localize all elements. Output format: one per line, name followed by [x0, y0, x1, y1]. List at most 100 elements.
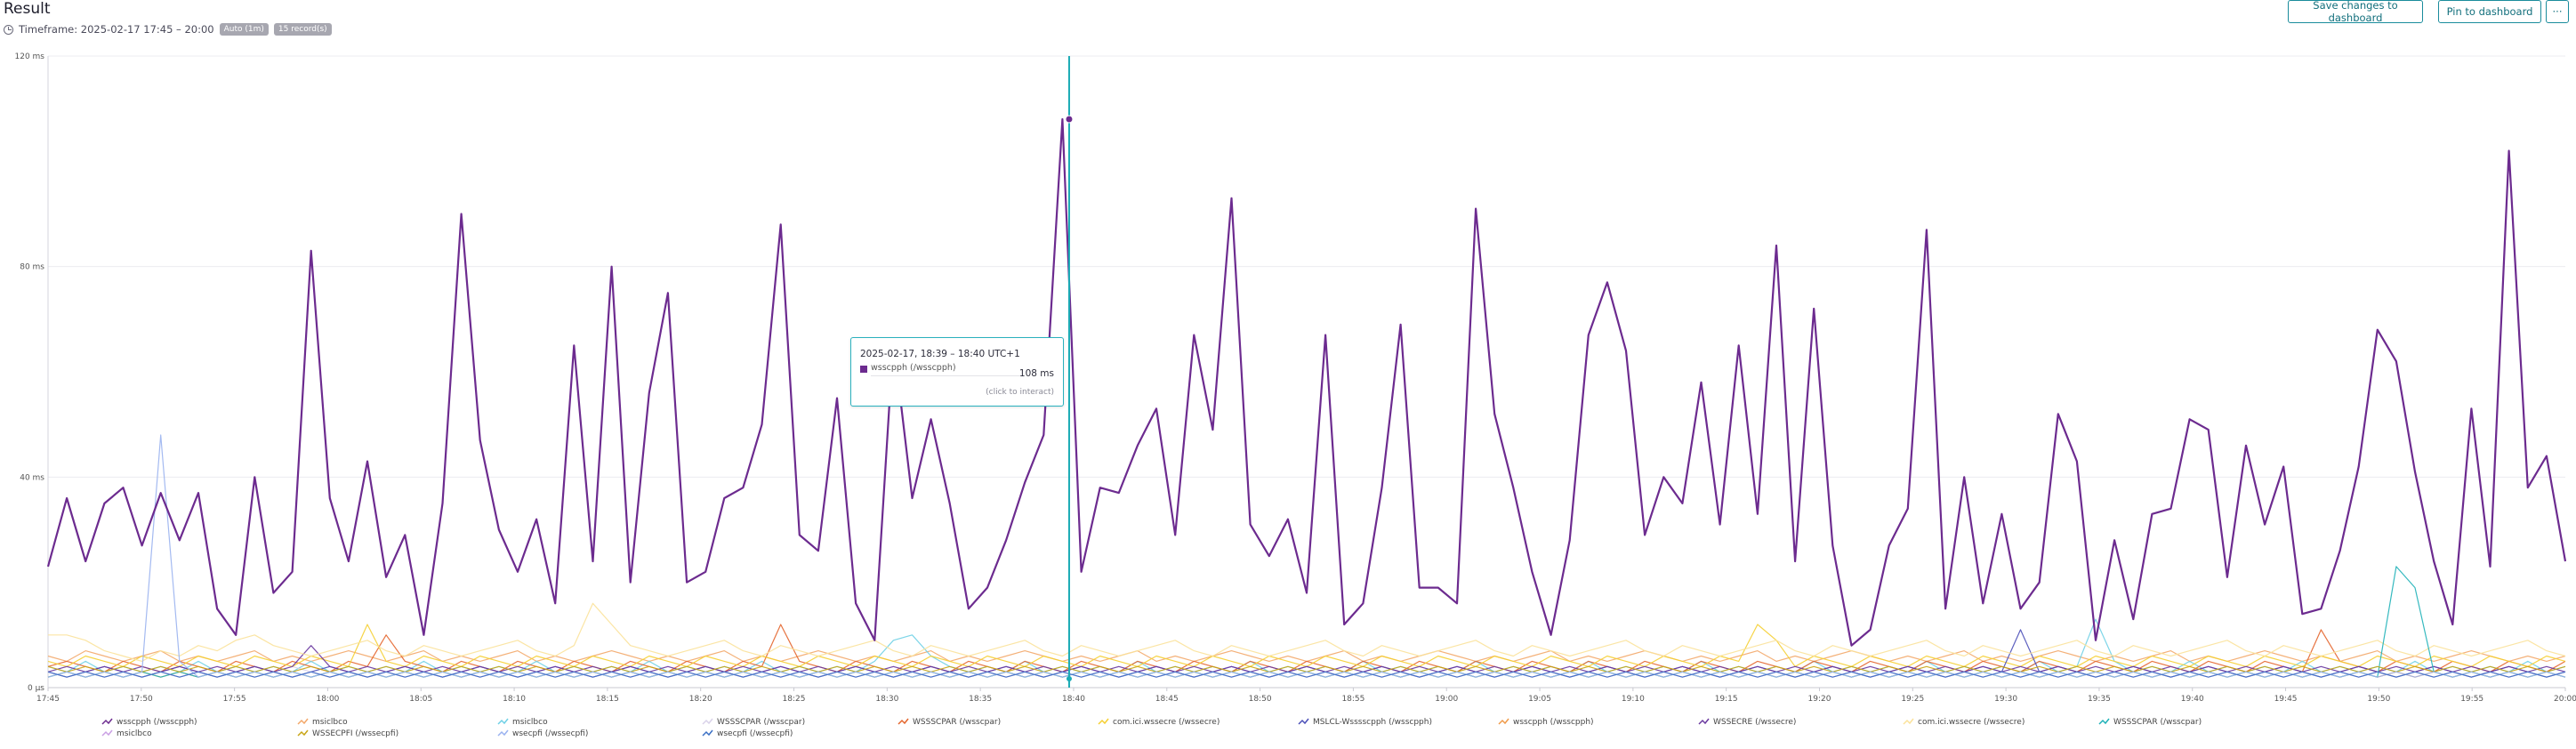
legend-swatch	[297, 718, 309, 725]
x-tick-label: 18:55	[1341, 695, 1364, 704]
tooltip-swatch	[860, 366, 867, 373]
y-axis: 0 µs 40 ms 80 ms 120 ms	[15, 52, 45, 693]
x-tick-label: 19:55	[2460, 695, 2483, 704]
series-line-8	[47, 645, 2566, 672]
x-tick-label: 19:15	[1715, 695, 1738, 704]
x-tick-label: 19:00	[1435, 695, 1458, 704]
x-tick-label: 19:40	[2181, 695, 2204, 704]
pin-to-dashboard-button[interactable]: Pin to dashboard	[2438, 0, 2541, 23]
legend-swatch	[1298, 718, 1309, 725]
legend-label: wsscpph (/wsscpph)	[117, 718, 197, 727]
legend-item: com.ici.wssecre (/wssecre)	[1098, 718, 1220, 727]
legend-item: WSSECRE (/wssecre)	[1698, 718, 1796, 727]
tooltip-series: wsscpph (/wsscpph)	[871, 363, 956, 373]
legend-swatch	[702, 718, 713, 725]
legend-label: wsecpfi (/wssecpfi)	[717, 729, 793, 738]
x-tick-label: 18:40	[1062, 695, 1085, 704]
legend-label: WSSECPFI (/wssecpfi)	[312, 729, 398, 738]
y-tick-label: 40 ms	[20, 473, 44, 482]
series-line-13	[47, 434, 2566, 678]
timeframe[interactable]: Timeframe: 2025-02-17 17:45 – 20:00 Auto…	[4, 23, 332, 36]
x-tick-label: 18:10	[503, 695, 526, 704]
chart-legend: wsscpph (/wsscpph) msiclbco msiclbco WSSSCP…	[101, 718, 2202, 738]
legend-label: msiclbco	[312, 718, 348, 727]
y-tick-label: 80 ms	[20, 263, 44, 272]
series-line-4	[47, 624, 2566, 672]
y-tick-label: 120 ms	[15, 52, 45, 61]
x-tick-label: 17:45	[36, 695, 60, 704]
legend-item: com.ici.wssecre (/wssecre)	[1903, 718, 2025, 727]
legend-label: com.ici.wssecre (/wssecre)	[1918, 718, 2025, 727]
records-badge: 15 record(s)	[273, 23, 332, 36]
legend-swatch	[2098, 718, 2110, 725]
tooltip-header: 2025-02-17, 18:39 – 18:40 UTC+1	[860, 349, 1020, 359]
x-tick-label: 18:25	[783, 695, 806, 704]
series-line-6	[47, 629, 2566, 678]
x-tick-label: 17:55	[223, 695, 246, 704]
legend-item: WSSECPFI (/wssecpfi)	[297, 729, 398, 738]
legend-item: WSSSCPAR (/wsscpar)	[2098, 718, 2202, 727]
auto-badge: Auto (1m)	[219, 23, 269, 36]
legend-label: com.ici.wssecre (/wssecre)	[1113, 718, 1220, 727]
x-tick-label: 18:35	[969, 695, 992, 704]
x-tick-label: 19:20	[1808, 695, 1831, 704]
legend-swatch	[497, 718, 509, 725]
legend-swatch	[101, 718, 113, 725]
legend-swatch	[702, 729, 713, 737]
legend-item: wsscpph (/wsscpph)	[101, 718, 197, 727]
x-tick-label: 18:30	[875, 695, 898, 704]
timeframe-label: Timeframe: 2025-02-17 17:45 – 20:00	[19, 23, 214, 36]
x-tick-label: 18:45	[1155, 695, 1179, 704]
legend-item: wsecpfi (/wssecpfi)	[702, 729, 793, 738]
x-tick-label: 18:05	[409, 695, 432, 704]
legend-swatch	[898, 718, 909, 725]
y-tick-label: 0 µs	[28, 684, 44, 693]
x-tick-label: 19:35	[2088, 695, 2111, 704]
page-title: Result	[4, 0, 51, 18]
legend-label: msiclbco	[512, 718, 548, 727]
clock-icon	[4, 24, 13, 35]
legend-label: WSSECRE (/wssecre)	[1713, 718, 1796, 727]
x-tick-label: 18:00	[316, 695, 339, 704]
legend-label: wsscpph (/wsscpph)	[1513, 718, 1594, 727]
legend-item: wsecpfi (/wssecpfi)	[497, 729, 588, 738]
legend-swatch	[1698, 718, 1710, 725]
legend-label: msiclbco	[117, 729, 152, 738]
crosshair-foot	[1066, 676, 1072, 681]
x-tick-label: 19:10	[1622, 695, 1645, 704]
legend-label: MSLCL-Wsssscpph (/wsscpph)	[1313, 718, 1432, 727]
save-to-dashboard-button[interactable]: Save changes to dashboard	[2288, 0, 2423, 24]
legend-item: msiclbco	[497, 718, 548, 727]
series-line-14	[47, 671, 2566, 678]
chart-grid	[47, 55, 2565, 689]
legend-item: msiclbco	[297, 718, 348, 727]
legend-label: wsecpfi (/wssecpfi)	[512, 729, 588, 738]
highlight-point	[1065, 115, 1074, 124]
legend-item: WSSSCPAR (/wsscpar)	[702, 718, 805, 727]
x-tick-label: 18:20	[689, 695, 712, 704]
legend-label: WSSSCPAR (/wsscpar)	[2113, 718, 2202, 727]
x-tick-label: 17:50	[130, 695, 153, 704]
tooltip-hint: (click to interact)	[986, 388, 1054, 397]
series-line-0	[46, 117, 2567, 647]
legend-item: MSLCL-Wsssscpph (/wsscpph)	[1298, 718, 1432, 727]
legend-label: WSSSCPAR (/wsscpar)	[717, 718, 805, 727]
tooltip-value: 108 ms	[1018, 368, 1054, 379]
x-tick-label: 19:25	[1901, 695, 1924, 704]
chart-tooltip[interactable]: 2025-02-17, 18:39 – 18:40 UTC+1 wsscpph …	[850, 337, 1064, 407]
chart-crosshair	[1065, 56, 1074, 688]
more-options-button[interactable]: ···	[2546, 0, 2569, 23]
x-tick-label: 19:05	[1528, 695, 1551, 704]
series-line-9	[48, 602, 2566, 663]
x-tick-label: 18:50	[1249, 695, 1272, 704]
x-tick-label: 19:30	[1994, 695, 2017, 704]
legend-swatch	[101, 729, 113, 737]
legend-label: WSSSCPAR (/wsscpar)	[913, 718, 1001, 727]
chart-series	[46, 117, 2567, 678]
legend-swatch	[297, 729, 309, 737]
legend-swatch	[1498, 718, 1509, 725]
legend-swatch	[1903, 718, 1914, 725]
x-tick-label: 20:00	[2554, 695, 2576, 704]
legend-item: msiclbco	[101, 729, 152, 738]
